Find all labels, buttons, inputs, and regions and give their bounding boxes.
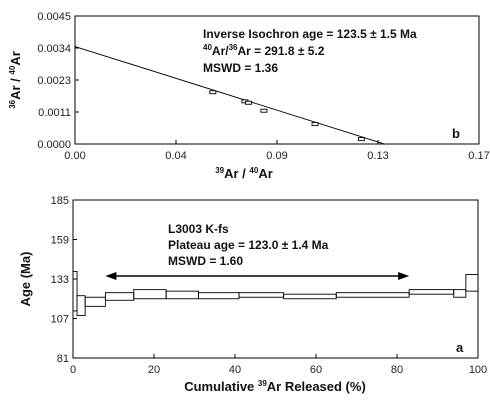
- isochron-x-tick-label: 0.13: [367, 150, 388, 162]
- ratio-mid: Ar/: [212, 44, 229, 58]
- age-step-box: [335, 292, 410, 298]
- age-step-box: [133, 289, 167, 300]
- xlabel-pre: Cumulative: [184, 379, 258, 394]
- isochron-data-point: [260, 108, 268, 113]
- age-step-box: [238, 292, 285, 298]
- isochron-x-tick-label: 0.04: [165, 150, 186, 162]
- age-x-tick-label: 20: [148, 364, 160, 376]
- age-step-box: [165, 290, 199, 300]
- isochron-x-tick-label: 0.00: [64, 150, 85, 162]
- age-y-tick-label: 133: [51, 274, 69, 286]
- ylabel-rest: Ar: [8, 51, 23, 65]
- isochron-y-ticks: 0.0000 0.0011 0.0023 0.0034 0.0045: [37, 11, 79, 151]
- ratio-sup-36: 36: [229, 43, 238, 52]
- age-x-tick-label: 0: [70, 364, 76, 376]
- isochron-age-annotation: Inverse Isochron age = 123.5 ± 1.5 Ma: [203, 27, 417, 41]
- ylabel-sup-36: 36: [8, 99, 17, 108]
- isochron-y-tick-label: 0.0023: [37, 75, 71, 87]
- isochron-x-tick-label: 0.17: [468, 150, 489, 162]
- age-step-box: [453, 289, 467, 298]
- sample-annotation: L3003 K-fs: [168, 222, 229, 236]
- xlabel-rest-a: Ar Released (%): [267, 379, 366, 394]
- age-step-box: [408, 289, 455, 295]
- age-step-box: [72, 270, 78, 312]
- age-step-box: [104, 292, 135, 301]
- age-spectrum-y-axis-label: Age (Ma): [18, 252, 33, 307]
- age-step-box: [84, 296, 106, 307]
- isochron-x-ticks: 0.00 0.04 0.09 0.13 0.17: [64, 140, 490, 162]
- age-spectrum-x-ticks: 0 20 40 60 80 100: [70, 354, 487, 376]
- isochron-x-axis-label: 39Ar / 40Ar: [215, 166, 273, 181]
- age-y-tick-label: 159: [51, 235, 69, 247]
- age-x-tick-label: 40: [229, 364, 241, 376]
- plateau-age-annotation: Plateau age = 123.0 ± 1.4 Ma: [168, 238, 329, 252]
- age-spectrum-plot-frame: [72, 199, 479, 359]
- panel-letter-b: b: [452, 126, 460, 141]
- xlabel-sup-39-a: 39: [258, 379, 267, 388]
- isochron-ratio-annotation: 40Ar/36Ar = 291.8 ± 5.2: [203, 43, 325, 58]
- age-spectrum-data: [72, 270, 479, 316]
- isochron-y-axis-label: 36Ar / 40Ar: [8, 51, 23, 109]
- isochron-y-tick-label: 0.0000: [37, 139, 71, 151]
- xlabel-sup-40: 40: [249, 166, 258, 175]
- age-y-tick-label: 81: [57, 353, 69, 365]
- ylabel-mid: Ar /: [8, 75, 23, 100]
- age-spectrum-panel: 81 107 133 159 185 0 20 40 60 80 100 L3003 K-fs P…: [18, 195, 487, 394]
- isochron-x-tick-label: 0.09: [266, 150, 287, 162]
- xlabel-rest: Ar: [258, 166, 272, 181]
- plateau-arrow-left-head: [105, 272, 117, 280]
- isochron-y-tick-label: 0.0034: [37, 43, 71, 55]
- isochron-data: [74, 46, 385, 145]
- age-x-tick-label: 60: [310, 364, 322, 376]
- age-x-tick-label: 80: [391, 364, 403, 376]
- ratio-rest: Ar = 291.8 ± 5.2: [237, 44, 324, 58]
- isochron-data-point: [209, 90, 217, 95]
- age-step-box: [198, 292, 240, 300]
- age-x-tick-label: 100: [469, 364, 487, 376]
- age-y-tick-label: 107: [51, 314, 69, 326]
- plateau-arrow-right-head: [398, 272, 410, 280]
- ratio-sup-40: 40: [203, 43, 212, 52]
- age-spectrum-y-ticks: 81 107 133 159 185: [51, 195, 77, 365]
- age-spectrum-x-axis-label: Cumulative 39Ar Released (%): [184, 379, 366, 394]
- isochron-data-point: [311, 122, 319, 127]
- isochron-data-point: [245, 100, 252, 105]
- age-y-tick-label: 185: [51, 195, 69, 207]
- age-step-box: [76, 295, 86, 316]
- isochron-y-tick-label: 0.0045: [37, 11, 71, 23]
- age-step-box: [283, 293, 337, 300]
- xlabel-sup-39: 39: [215, 166, 224, 175]
- isochron-mswd-annotation: MSWD = 1.36: [203, 61, 278, 75]
- panel-letter-a: a: [456, 340, 464, 355]
- age-step-box: [465, 273, 479, 292]
- plateau-mswd-annotation: MSWD = 1.60: [168, 254, 243, 268]
- isochron-y-tick-label: 0.0011: [38, 107, 71, 119]
- isochron-fit-line: [74, 46, 385, 145]
- isochron-data-point: [357, 137, 365, 142]
- ylabel-sup-40: 40: [8, 65, 17, 74]
- xlabel-mid: Ar /: [224, 166, 249, 181]
